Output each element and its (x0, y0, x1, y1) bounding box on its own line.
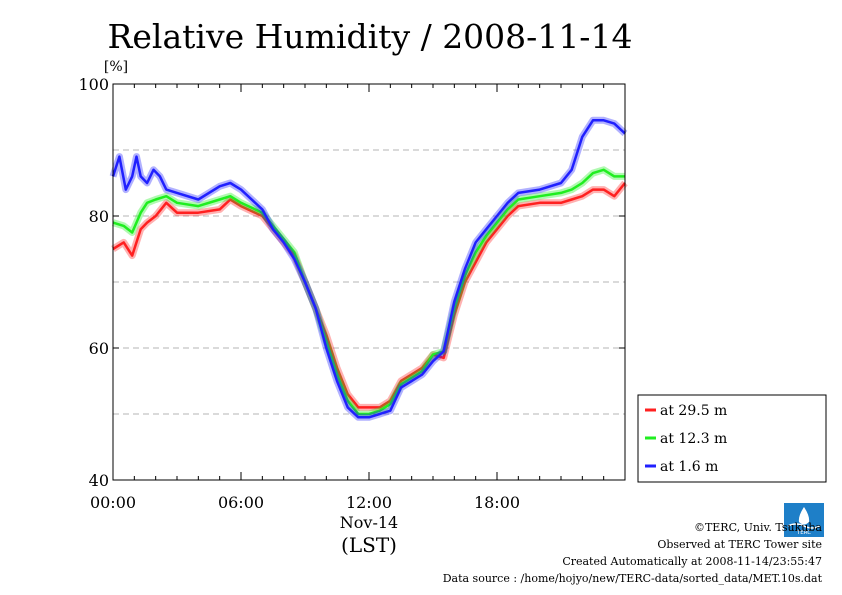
legend-label: at 29.5 m (660, 403, 727, 419)
y-tick-label: 60 (89, 339, 109, 358)
series-band (109, 116, 628, 421)
footer-credit: ©TERC, Univ. Tsukuba (693, 521, 822, 534)
x-tick-label: 18:00 (474, 493, 520, 512)
x-axis-title: (LST) (341, 533, 397, 557)
chart-title: Relative Humidity / 2008-11-14 (108, 17, 633, 56)
legend-box (637, 394, 827, 483)
x-axis-date-label: Nov-14 (340, 513, 398, 532)
footer-site: Observed at TERC Tower site (657, 538, 822, 551)
x-tick-label: 00:00 (90, 493, 136, 512)
axis-ticks: 40 60 80 100 00:00 06:00 12:00 18:00 (78, 75, 626, 512)
y-tick-label: 80 (89, 207, 109, 226)
x-tick-label: 06:00 (218, 493, 264, 512)
legend-label: at 1.6 m (660, 459, 718, 475)
series-line (111, 119, 626, 419)
footer-created: Created Automatically at 2008-11-14/23:5… (562, 555, 822, 568)
terc-logo: TERC (784, 503, 824, 537)
svg-text:TERC: TERC (796, 530, 811, 536)
series-band (111, 166, 625, 418)
series-line (112, 182, 626, 409)
series-band (111, 180, 628, 411)
legend-label: at 12.3 m (660, 431, 727, 447)
x-tick-label: 12:00 (346, 493, 392, 512)
legend: at 29.5 m at 12.3 m at 1.6 m (637, 394, 827, 483)
series-lines (109, 116, 628, 421)
footer-source: Data source : /home/hojyo/new/TERC-data/… (442, 572, 822, 585)
y-tick-label: 100 (78, 75, 109, 94)
series-line (112, 168, 625, 416)
y-tick-label: 40 (89, 471, 109, 490)
y-unit-label: [%] (104, 59, 128, 75)
